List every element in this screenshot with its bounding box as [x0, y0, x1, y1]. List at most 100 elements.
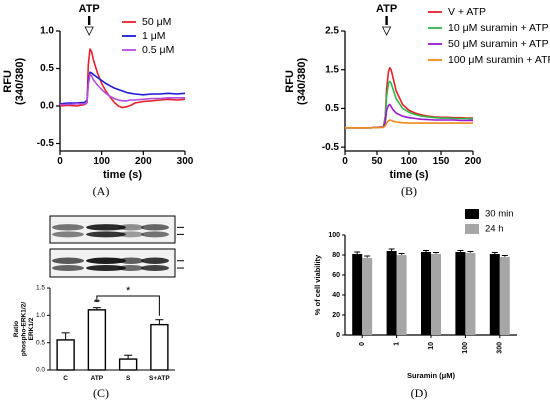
- bar-c: [56, 339, 75, 371]
- series-line: [345, 103, 473, 129]
- y-tick-label: 2.5: [325, 26, 339, 37]
- bar-24h: [431, 254, 441, 335]
- x-axis-label: time (s): [103, 169, 142, 181]
- legend-label: V + ATP: [448, 6, 486, 18]
- y-axis-label: ERK1/2: [28, 317, 35, 340]
- bar-splusatp: [150, 323, 169, 371]
- y-tick-label: 100: [328, 232, 340, 239]
- y-tick-label: 0: [336, 332, 340, 339]
- blot-total-erk: [49, 248, 184, 278]
- panel-b: -0.5 0.5 1.5 2.5 0 50 100 150 200 time (s) RFU (340…: [284, 3, 550, 198]
- bar-24h: [396, 255, 407, 335]
- significance-marker: *: [126, 285, 131, 297]
- legend-label: 30 min: [485, 209, 514, 220]
- blot-band: [118, 231, 144, 238]
- x-tick-label: 0: [359, 342, 366, 346]
- stimulus-label: ATP: [79, 3, 100, 15]
- x-axis-label: time (s): [389, 169, 428, 181]
- bar-30min: [489, 254, 500, 335]
- blot-band: [118, 265, 144, 272]
- blot-band: [52, 231, 84, 238]
- series-line: [345, 80, 474, 129]
- legend-label: 50 μM: [142, 16, 171, 28]
- bar-30min: [455, 252, 466, 335]
- x-tick-label: 50: [371, 156, 383, 167]
- y-axis-label: phospho-ERK1/2/: [21, 302, 28, 356]
- y-axis-label-group: % of cell viability: [313, 254, 322, 315]
- y-tick-label: 0.0: [36, 367, 45, 374]
- y-axis-label-group: RFU (340/380): [2, 58, 26, 105]
- blot-band: [141, 265, 169, 272]
- blot-band: [86, 265, 126, 272]
- panel-label: (A): [93, 184, 110, 198]
- blot-band: [52, 265, 84, 272]
- y-tick-label: 1.5: [36, 285, 45, 292]
- x-tick-label: 300: [497, 342, 504, 354]
- y-tick-label: 60: [332, 272, 340, 279]
- y-tick-label: 0.5: [325, 103, 339, 114]
- legend-label: 24 h: [485, 224, 504, 235]
- y-axis-label: Ratio: [13, 321, 20, 337]
- panel-d: 0 20 40 60 80 100 % of cell viability 0 1 10 100 30…: [313, 209, 517, 400]
- x-tick-label: 0: [57, 156, 63, 167]
- x-axis-label: Suramin (μM): [407, 371, 455, 380]
- blot-band: [141, 257, 169, 264]
- bar-30min: [421, 252, 431, 335]
- x-tick-label: 300: [177, 156, 194, 167]
- y-axis-label: RFU: [284, 70, 296, 93]
- significance-marker: **: [94, 298, 100, 307]
- x-tick-label: ATP: [91, 375, 104, 382]
- blot-band: [86, 257, 126, 264]
- x-tick-label: 150: [433, 156, 450, 167]
- y-axis-label-group: Ratio phospho-ERK1/2/ERK1/2: [13, 302, 35, 356]
- legend-label: 10 μM suramin + ATP: [448, 22, 549, 34]
- y-tick-label: -0.5: [37, 138, 55, 149]
- stimulus-arrow-icon: [381, 26, 392, 36]
- y-axis-label: (340/380): [14, 58, 26, 105]
- x-tick-label: 1: [393, 342, 400, 346]
- panel-label: (D): [411, 386, 428, 400]
- x-tick-label: C: [63, 375, 68, 382]
- blot-band: [118, 224, 144, 231]
- y-axis-label: % of cell viability: [313, 254, 322, 315]
- stimulus-label: ATP: [376, 3, 397, 15]
- bar-30min: [386, 251, 397, 335]
- stimulus-arrow-icon: [84, 26, 94, 36]
- x-tick-label: S+ATP: [149, 375, 170, 382]
- y-tick-label: 1.5: [325, 64, 339, 75]
- bar-atp: [87, 309, 107, 371]
- blot-band: [141, 224, 169, 231]
- x-tick-label: 10: [428, 342, 435, 350]
- panel-a: -0.5 0.0 0.5 1.0 0 100 200 300 time (s) RFU (340/3…: [2, 3, 194, 198]
- blot-band: [52, 257, 84, 264]
- y-tick-label: 80: [332, 252, 340, 259]
- bar-24h: [499, 257, 510, 335]
- x-tick-label: 200: [465, 156, 482, 167]
- x-tick-label: 0: [342, 156, 348, 167]
- y-tick-label: 1.0: [40, 26, 54, 37]
- bar-s: [118, 358, 138, 371]
- y-tick-label: 1.0: [36, 312, 45, 319]
- panel-label: (C): [93, 386, 109, 400]
- blot-band: [141, 231, 169, 238]
- panel-c: 0.0 0.5 1.0 1.5 Ratio phospho-ERK1/2/ERK1/2 C A…: [13, 215, 184, 400]
- comparison-bracket: [96, 295, 160, 316]
- y-axis-label: (340/380): [296, 58, 308, 105]
- panel-label: (B): [401, 184, 417, 198]
- bar-24h: [465, 253, 476, 335]
- legend-label: 0.5 μM: [142, 44, 174, 56]
- series-line: [345, 119, 473, 129]
- legend-label: 50 μM suramin + ATP: [448, 38, 549, 50]
- y-tick-label: 40: [332, 292, 340, 299]
- y-axis-label: RFU: [2, 70, 14, 93]
- series-line: [60, 73, 185, 106]
- x-tick-label: 100: [462, 342, 469, 354]
- y-tick-label: -0.5: [322, 142, 340, 153]
- blot-band: [118, 257, 144, 264]
- y-tick-label: 0.0: [40, 101, 54, 112]
- blot-band: [86, 231, 126, 238]
- legend-label: 100 μM suramin + ATP: [448, 54, 550, 66]
- legend-label: 1 μM: [142, 30, 166, 42]
- x-tick-label: 100: [93, 156, 110, 167]
